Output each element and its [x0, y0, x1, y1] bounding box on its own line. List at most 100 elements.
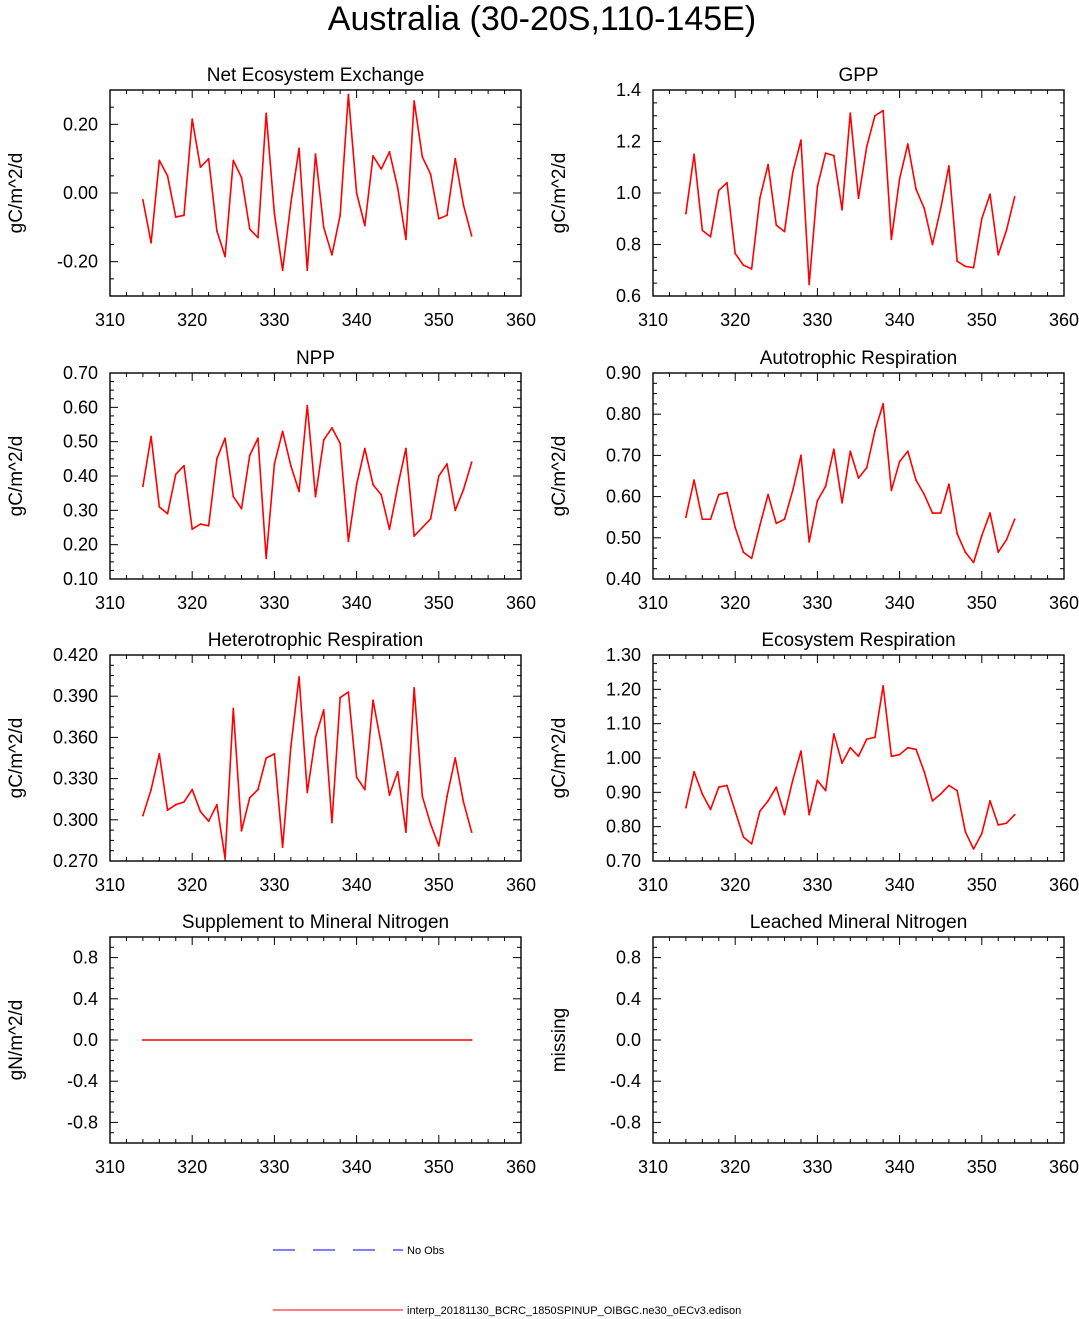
data-point: [800, 139, 802, 142]
data-point: [684, 212, 687, 215]
data-point: [956, 532, 959, 535]
data-point: [956, 789, 959, 792]
data-point: [874, 429, 876, 432]
x-tick-label: 320: [177, 593, 207, 613]
y-tick-label: 1.0: [616, 183, 641, 203]
data-point: [849, 112, 852, 115]
data-point: [306, 404, 309, 407]
data-point: [405, 238, 407, 241]
data-point: [396, 186, 399, 189]
data-point: [413, 100, 416, 102]
y-tick-label: 0.90: [606, 782, 641, 802]
x-tick-label: 360: [506, 593, 536, 613]
chart-title: Leached Mineral Nitrogen: [750, 912, 968, 933]
y-tick-label: -0.8: [610, 1112, 641, 1132]
data-point: [972, 848, 975, 850]
data-point: [470, 235, 473, 237]
data-point: [207, 157, 210, 160]
data-point: [972, 561, 975, 564]
data-point: [232, 159, 235, 162]
data-point: [693, 153, 695, 156]
data-point: [783, 518, 786, 521]
y-tick-label: 0.70: [606, 445, 641, 465]
y-tick-label: 0.60: [63, 397, 98, 417]
data-point: [709, 518, 712, 521]
plot-frame: [652, 654, 1065, 862]
data-point: [742, 551, 745, 554]
data-point: [232, 707, 235, 710]
data-point: [421, 795, 424, 798]
data-point: [726, 491, 728, 494]
data-point: [273, 212, 276, 215]
plot-frame: [109, 372, 522, 580]
data-point: [750, 268, 753, 270]
data-point: [396, 770, 399, 773]
y-tick-label: 0.50: [606, 528, 641, 548]
x-tick-label: 340: [342, 1157, 372, 1177]
data-point: [289, 464, 292, 467]
data-point: [257, 788, 259, 791]
series-line: [142, 93, 473, 272]
data-point: [462, 204, 465, 206]
data-point: [767, 493, 769, 496]
data-point: [1005, 822, 1008, 825]
data-point: [906, 450, 909, 453]
data-point: [693, 479, 695, 482]
y-tick-label: 0.270: [53, 851, 98, 871]
data-point: [298, 490, 300, 493]
data-point: [890, 489, 893, 492]
data-point: [248, 228, 251, 230]
chart-panel-2: GPP gC/m^2/d 310 320 330 340 350 360 0.6 0.8 1.0 1.…: [549, 65, 1079, 330]
y-tick-label: 0.90: [606, 363, 641, 383]
data-point: [331, 253, 333, 256]
data-point: [363, 224, 366, 227]
data-point: [923, 770, 926, 773]
x-tick-label: 340: [885, 1157, 915, 1177]
data-point: [380, 168, 383, 170]
y-tick-label: 0.4: [73, 989, 98, 1009]
data-point: [388, 528, 391, 531]
data-point: [684, 806, 687, 809]
data-point: [199, 810, 202, 813]
chart-panels: Net Ecosystem Exchange gC/m^2/d 310 320 330 3…: [6, 65, 1079, 1177]
data-point: [898, 753, 901, 756]
y-tick-label: 0.70: [606, 851, 641, 871]
data-point: [462, 488, 465, 491]
y-tick-label: 0.10: [63, 569, 98, 589]
data-point: [1013, 813, 1016, 816]
data-point: [289, 202, 292, 205]
data-point: [701, 518, 704, 521]
data-point: [832, 154, 835, 157]
data-point: [388, 150, 391, 153]
data-point: [273, 752, 276, 755]
data-point: [841, 501, 843, 504]
x-tick-label: 350: [424, 875, 454, 895]
data-point: [240, 829, 243, 832]
data-point: [215, 229, 218, 232]
data-point: [824, 152, 827, 154]
data-point: [437, 475, 440, 477]
data-point: [421, 526, 424, 529]
y-tick-label: 0.40: [63, 466, 98, 486]
data-point: [224, 857, 226, 860]
data-point: [347, 93, 350, 96]
data-point: [882, 109, 885, 112]
data-point: [150, 241, 153, 244]
x-tick-label: 350: [967, 1157, 997, 1177]
data-point: [413, 535, 416, 537]
data-point: [273, 463, 276, 465]
data-point: [396, 485, 399, 488]
data-point: [1005, 229, 1008, 232]
data-point: [824, 789, 827, 792]
data-point: [347, 691, 350, 693]
data-point: [191, 788, 194, 791]
y-axis-label: gC/m^2/d: [549, 718, 570, 799]
x-tick-label: 320: [720, 875, 750, 895]
data-point: [898, 177, 901, 180]
series-line: [685, 685, 1016, 850]
chart-panel-5: Heterotrophic Respiration gC/m^2/d 310 320 3…: [6, 630, 536, 895]
x-tick-label: 320: [720, 593, 750, 613]
data-point: [240, 176, 243, 179]
data-point: [857, 197, 860, 200]
x-tick-label: 350: [967, 875, 997, 895]
